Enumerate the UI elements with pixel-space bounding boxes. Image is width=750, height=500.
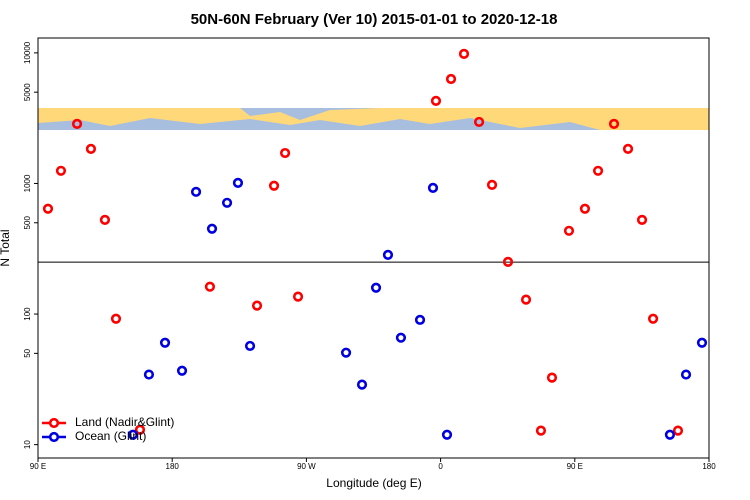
point	[672, 425, 684, 436]
point	[636, 214, 648, 225]
point	[535, 425, 547, 436]
point	[664, 429, 676, 440]
point	[99, 214, 111, 225]
y-axis-label: N Total	[0, 229, 12, 266]
point	[55, 165, 67, 176]
x-axis-label: Longitude (deg E)	[326, 476, 421, 490]
plot-frame	[37, 37, 710, 459]
point	[445, 73, 457, 85]
y-tick-label: 500	[23, 216, 32, 230]
point	[85, 143, 97, 154]
point	[520, 294, 532, 305]
point	[42, 203, 54, 214]
point	[382, 249, 394, 260]
y-tick-label: 10	[23, 440, 32, 449]
map-land	[38, 108, 709, 130]
point	[427, 182, 439, 193]
legend-label: Ocean (Glint)	[75, 429, 146, 443]
point	[370, 282, 382, 293]
point	[696, 337, 708, 348]
point	[546, 372, 558, 383]
y-tick-label: 100	[23, 307, 32, 321]
point	[502, 256, 514, 267]
point	[430, 95, 442, 106]
x-tick-label: 90 E	[30, 462, 46, 471]
x-tick-label: 90 W	[297, 462, 316, 471]
point	[473, 116, 485, 128]
legend-marker	[48, 417, 60, 429]
y-tick-label: 1000	[23, 174, 32, 192]
point	[143, 369, 155, 380]
legend-marker	[48, 431, 60, 443]
point	[680, 369, 692, 380]
x-tick-label: 180	[702, 462, 716, 471]
point	[268, 180, 280, 191]
point	[134, 424, 146, 435]
point	[340, 347, 352, 358]
x-tick-label: 90 E	[567, 462, 583, 471]
x-tick-label: 0	[438, 462, 443, 471]
point	[176, 365, 188, 376]
point	[647, 313, 659, 324]
point	[110, 313, 122, 324]
y-tick-label: 5000	[23, 83, 32, 101]
y-tick-label: 50	[23, 348, 32, 357]
point	[441, 429, 453, 440]
point	[608, 118, 620, 129]
x-tick-label: 180	[166, 462, 180, 471]
point	[244, 340, 256, 352]
y-tick-label: 10000	[23, 41, 32, 64]
chart-title: 50N-60N February (Ver 10) 2015-01-01 to …	[191, 11, 558, 28]
point	[159, 337, 171, 348]
point	[414, 314, 426, 325]
point	[251, 300, 263, 311]
point	[221, 197, 233, 208]
legend-label: Land (Nadir&Glint)	[75, 415, 174, 429]
point	[279, 147, 291, 159]
point	[592, 165, 604, 176]
point	[292, 291, 304, 302]
point	[563, 225, 575, 236]
point	[206, 223, 218, 234]
point	[190, 186, 202, 197]
point	[204, 281, 216, 292]
point	[232, 177, 244, 188]
point	[127, 429, 139, 440]
point	[395, 332, 407, 343]
point	[579, 203, 591, 214]
point	[486, 179, 498, 190]
point	[71, 118, 83, 129]
point	[458, 48, 470, 60]
point	[356, 379, 368, 390]
point	[622, 143, 634, 154]
